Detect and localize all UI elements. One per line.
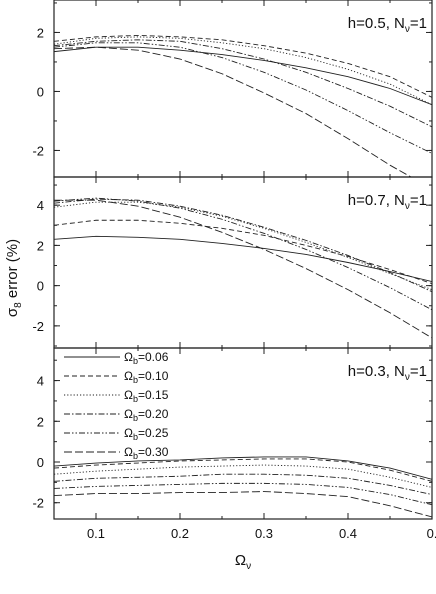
series-line-6: [54, 491, 432, 518]
y-tick-label: 2: [37, 414, 44, 429]
panel-1-annotation: h=0.5, Nν=1: [348, 15, 427, 35]
series-line-1: [54, 235, 432, 283]
series-line-6: [54, 199, 432, 339]
series-line-5: [54, 42, 432, 154]
y-tick-label: 2: [37, 25, 44, 40]
series-line-3: [54, 36, 432, 106]
series-line-2: [54, 34, 432, 98]
x-axis-label: Ων: [235, 552, 251, 572]
y-tick-label: -2: [32, 319, 44, 334]
x-tick-label: 0.2: [171, 526, 189, 541]
y-axis-label: σ8 error (%): [4, 239, 24, 317]
y-tick-label: 2: [37, 238, 44, 253]
series-line-4: [54, 473, 432, 496]
y-tick-label: -2: [32, 143, 44, 158]
x-tick-label: 0.1: [87, 526, 105, 541]
series-line-3: [54, 464, 432, 488]
y-tick-label: 0: [37, 279, 44, 294]
series-line-2: [54, 219, 432, 285]
x-tick-label: 0.: [427, 526, 436, 541]
panel-2: 4 2 0 -2 h=0.7, Nν=1: [32, 176, 433, 349]
legend-entry-5: Ωb=0.25: [124, 426, 169, 442]
legend-entry-4: Ωb=0.20: [124, 407, 169, 423]
x-tick-label: 0.3: [255, 526, 273, 541]
series-line-4: [54, 39, 432, 128]
series-line-2: [54, 458, 432, 482]
series-line-1: [54, 456, 432, 480]
panel-1: 2 0 -2 h=0.5, Nν=1: [32, 0, 433, 178]
legend: Ωb=0.06 Ωb=0.10 Ωb=0.15 Ωb=0.20 Ωb=0.25 Ωb=0.…: [64, 350, 169, 461]
y-tick-label: 4: [37, 374, 44, 389]
panel-2-curves: [54, 197, 432, 339]
panel-3: 4 2 0 -2 h=0.3, Nν=1: [32, 347, 433, 520]
legend-entry-3: Ωb=0.15: [124, 388, 169, 404]
series-line-5: [54, 482, 432, 506]
y-tick-label: 4: [37, 198, 44, 213]
panel-1-curves: [54, 34, 432, 177]
panel-3-curves: [54, 456, 432, 518]
panel-3-frame: [53, 347, 433, 520]
series-line-6: [54, 46, 412, 177]
y-tick-label: 0: [37, 455, 44, 470]
x-tick-label: 0.4: [339, 526, 357, 541]
panel-2-annotation: h=0.7, Nν=1: [348, 192, 427, 212]
y-tick-label: 0: [37, 84, 44, 99]
series-line-4: [54, 198, 432, 293]
legend-entry-1: Ωb=0.06: [124, 350, 169, 366]
series-line-1: [54, 46, 432, 106]
series-line-5: [54, 197, 432, 311]
y-tick-label: -2: [32, 496, 44, 511]
panel-3-annotation: h=0.3, Nν=1: [348, 363, 427, 383]
legend-entry-2: Ωb=0.10: [124, 369, 169, 385]
legend-entry-6: Ωb=0.30: [124, 445, 169, 461]
